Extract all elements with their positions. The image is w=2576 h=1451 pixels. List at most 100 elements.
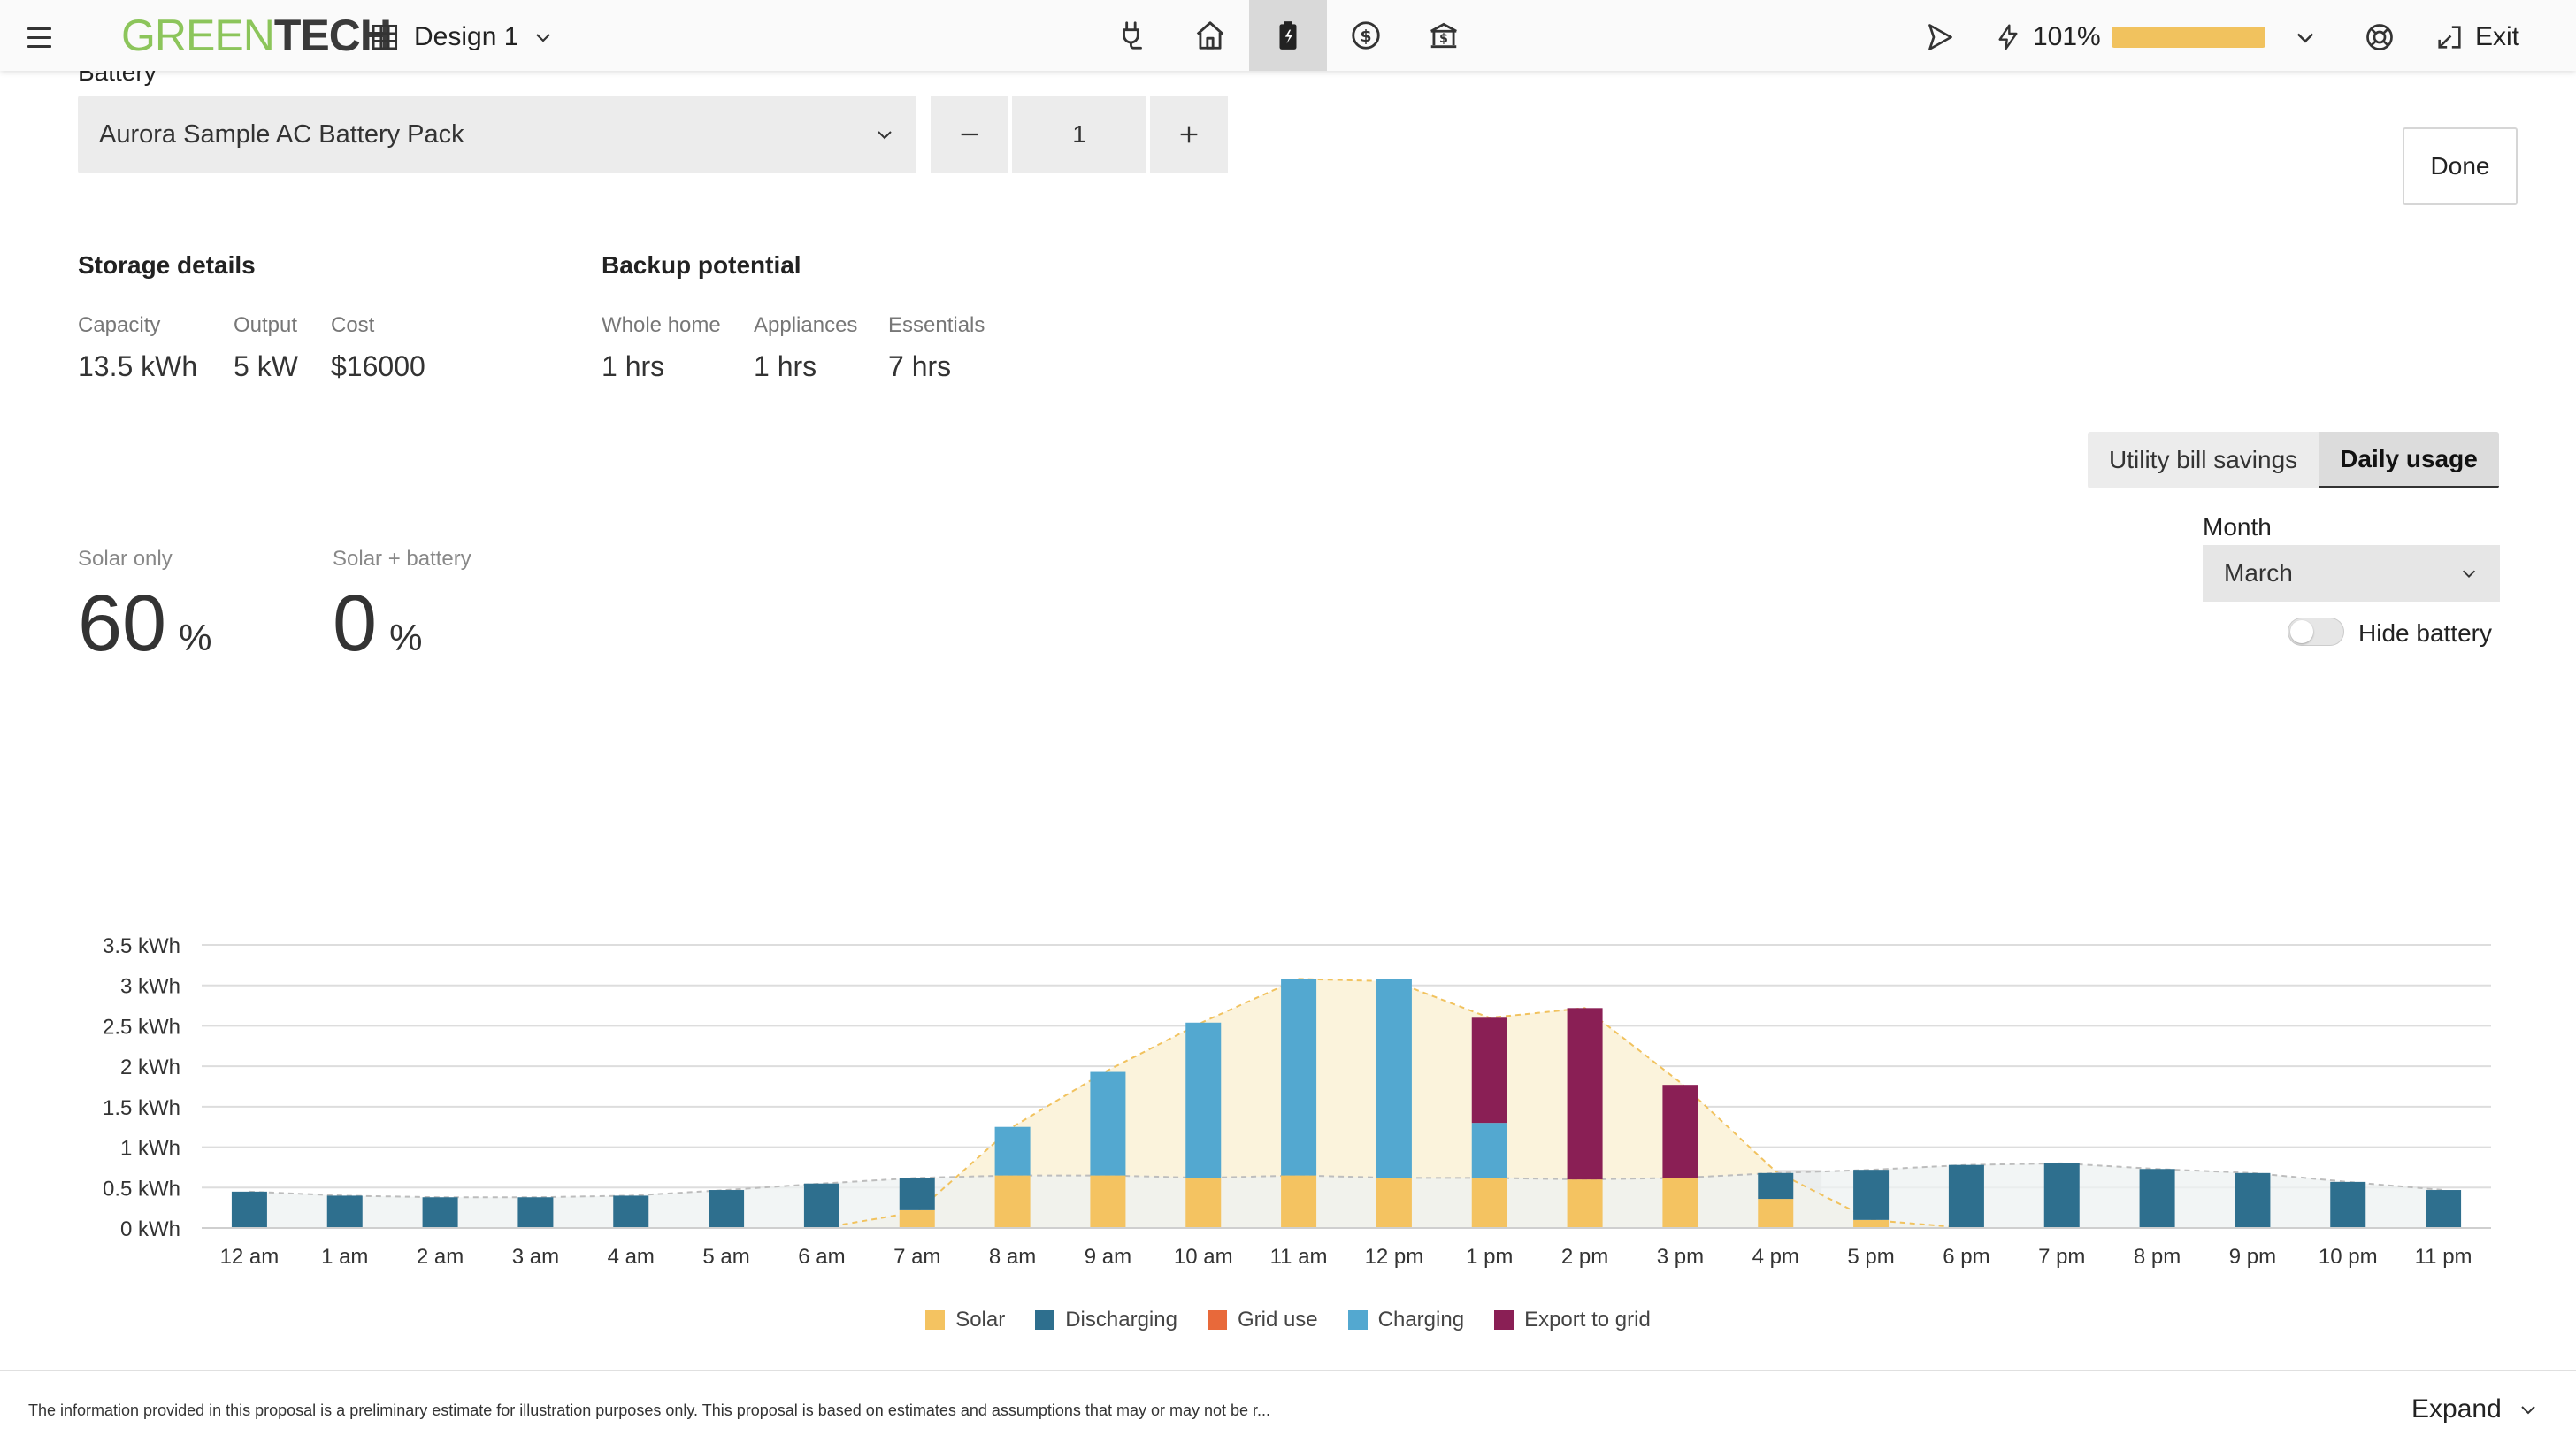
nav-battery-button[interactable] — [1249, 0, 1327, 71]
send-button[interactable] — [1920, 12, 1959, 62]
view-toggle: Utility bill savings Daily usage — [2088, 432, 2499, 488]
bar-charging — [1471, 1123, 1507, 1178]
bar-export-to-grid — [1662, 1085, 1698, 1178]
tab-daily-usage[interactable]: Daily usage — [2319, 432, 2499, 488]
grid-icon — [372, 24, 398, 50]
bar-solar — [1567, 1179, 1603, 1228]
bar-discharging — [2043, 1163, 2080, 1228]
nav-dollar-button[interactable]: $ — [1327, 0, 1405, 71]
legend-item[interactable]: Discharging — [1035, 1308, 1177, 1332]
y-tick-label: 2.5 kWh — [103, 1015, 180, 1039]
expand-button[interactable]: Expand — [2411, 1394, 2539, 1424]
x-tick-label: 5 am — [702, 1245, 749, 1269]
storage-details-title: Storage details — [78, 251, 256, 279]
chart-legend: Solar Discharging Grid use Charging Export t… — [0, 1308, 2576, 1332]
legend-item[interactable]: Charging — [1347, 1308, 1465, 1332]
hide-battery-toggle[interactable] — [2288, 618, 2344, 646]
exit-label: Exit — [2475, 22, 2520, 51]
legend-swatch — [1035, 1310, 1055, 1330]
solar-battery-number: 0 — [333, 580, 378, 668]
nav-home-button[interactable] — [1171, 0, 1249, 71]
cost-label: Cost — [331, 313, 375, 337]
bar-solar — [1853, 1219, 1890, 1228]
x-tick-label: 5 pm — [1847, 1245, 1894, 1269]
help-button[interactable] — [2360, 12, 2399, 62]
dollar-icon: $ — [1352, 21, 1380, 50]
bar-charging — [1376, 979, 1412, 1178]
x-tick-label: 11 pm — [2415, 1245, 2472, 1269]
x-tick-label: 4 pm — [1752, 1245, 1799, 1269]
design-selector[interactable]: Design 1 — [370, 14, 554, 60]
legend-swatch — [1494, 1310, 1514, 1330]
solar-only-value: 60% — [78, 584, 211, 664]
bar-discharging — [2235, 1172, 2271, 1228]
y-tick-label: 0 kWh — [120, 1217, 180, 1241]
bar-discharging — [899, 1178, 935, 1210]
y-tick-label: 1.5 kWh — [103, 1096, 180, 1120]
output-label: Output — [234, 313, 298, 337]
toggle-knob — [2290, 620, 2313, 643]
decrement-button[interactable] — [931, 96, 1008, 173]
y-tick-label: 1 kWh — [120, 1137, 180, 1161]
legend-label: Charging — [1377, 1308, 1465, 1332]
disclaimer-text: The information provided in this proposa… — [28, 1401, 1271, 1419]
legend-swatch — [925, 1310, 946, 1330]
done-button[interactable]: Done — [2403, 127, 2518, 205]
legend-swatch — [1347, 1310, 1368, 1330]
nav-bank-button[interactable]: $ — [1405, 0, 1483, 71]
legend-label: Solar — [955, 1308, 1006, 1332]
legend-item[interactable]: Export to grid — [1494, 1308, 1651, 1332]
exit-button[interactable]: Exit — [2434, 12, 2519, 62]
power-percent: 101% — [2033, 22, 2101, 51]
bar-discharging — [613, 1195, 649, 1228]
x-tick-label: 10 pm — [2319, 1245, 2378, 1269]
x-tick-label: 12 pm — [1365, 1245, 1424, 1269]
month-label: Month — [2203, 513, 2272, 541]
x-tick-label: 7 pm — [2038, 1245, 2085, 1269]
capacity-value: 13.5 kWh — [78, 350, 198, 382]
x-tick-label: 11 am — [1270, 1245, 1328, 1269]
nav-plug-button[interactable] — [1093, 0, 1171, 71]
increment-button[interactable] — [1150, 96, 1228, 173]
x-tick-label: 12 am — [220, 1245, 280, 1269]
menu-icon[interactable] — [19, 18, 58, 57]
lightning-icon — [1998, 24, 2018, 50]
legend-item[interactable]: Grid use — [1207, 1308, 1318, 1332]
bar-charging — [1185, 1022, 1222, 1178]
x-tick-label: 3 am — [512, 1245, 559, 1269]
y-tick-label: 0.5 kWh — [103, 1177, 180, 1201]
x-tick-label: 8 pm — [2134, 1245, 2181, 1269]
power-dropdown-button[interactable] — [2288, 12, 2323, 62]
svg-text:$: $ — [1439, 32, 1448, 46]
month-select[interactable]: March — [2203, 545, 2500, 602]
bar-charging — [1090, 1071, 1126, 1176]
appliances-value: 1 hrs — [754, 350, 817, 382]
bar-discharging — [2426, 1190, 2462, 1228]
hide-battery-label: Hide battery — [2358, 619, 2492, 647]
lifebuoy-icon — [2366, 24, 2393, 50]
x-tick-label: 6 am — [798, 1245, 845, 1269]
top-bar: GREEN TECH Design 1 $ $ 101% Exit — [0, 0, 2576, 71]
x-tick-label: 9 am — [1085, 1245, 1131, 1269]
expand-label: Expand — [2411, 1394, 2502, 1424]
plus-icon — [1180, 126, 1198, 143]
bank-icon: $ — [1430, 22, 1457, 49]
x-tick-label: 10 am — [1174, 1245, 1233, 1269]
x-tick-label: 2 pm — [1561, 1245, 1608, 1269]
tab-utility-bill-savings[interactable]: Utility bill savings — [2109, 446, 2298, 473]
x-tick-label: 9 pm — [2229, 1245, 2276, 1269]
bar-export-to-grid — [1567, 1008, 1603, 1180]
bar-discharging — [422, 1197, 458, 1228]
bar-discharging — [231, 1191, 267, 1228]
footer: The information provided in this proposa… — [0, 1370, 2576, 1451]
battery-pack-select[interactable]: Aurora Sample AC Battery Pack — [78, 96, 916, 173]
legend-item[interactable]: Solar — [925, 1308, 1005, 1332]
appliances-label: Appliances — [754, 313, 858, 337]
essentials-value: 7 hrs — [888, 350, 952, 382]
x-tick-label: 4 am — [608, 1245, 655, 1269]
quantity-input[interactable]: 1 — [1012, 96, 1146, 173]
legend-label: Discharging — [1065, 1308, 1177, 1332]
bar-discharging — [709, 1190, 745, 1228]
consumption-area — [249, 1163, 2444, 1228]
solar-battery-label: Solar + battery — [333, 547, 472, 571]
